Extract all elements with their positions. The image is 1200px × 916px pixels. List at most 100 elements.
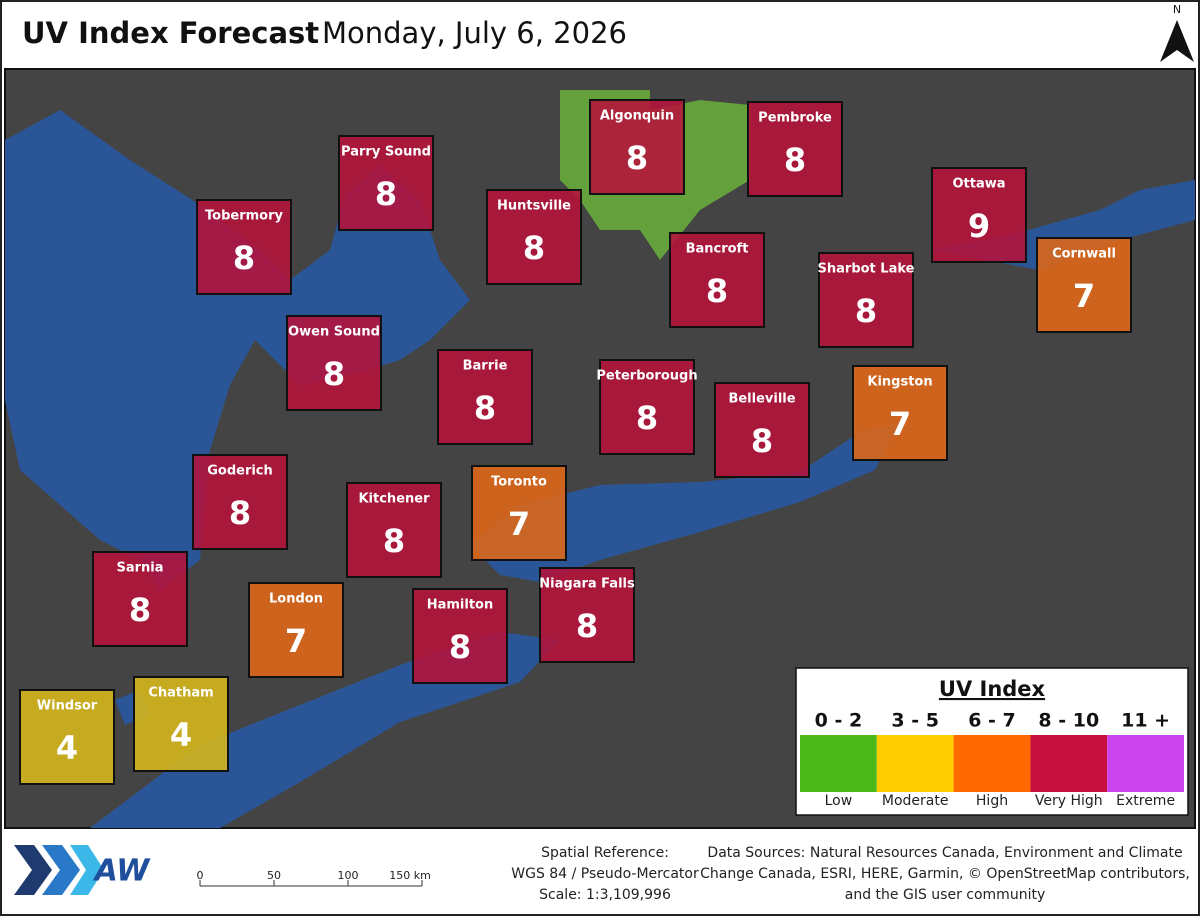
logo: AW	[14, 845, 151, 895]
spatial-reference: Scale: 1:3,109,996	[539, 887, 671, 903]
city-square	[248, 582, 344, 678]
uv-value: 8	[751, 422, 773, 460]
city-square	[338, 135, 434, 231]
legend-range: 0 - 2	[815, 710, 863, 732]
title: UV Index Forecast	[22, 16, 319, 50]
city-name: Parry Sound	[341, 145, 431, 160]
city-box: Goderich 8	[192, 454, 288, 550]
city-box: Belleville 8	[714, 382, 810, 478]
city-box: Kingston 7	[852, 365, 948, 461]
city-name: Kitchener	[358, 492, 430, 507]
logo-chevron	[70, 845, 104, 895]
date: Monday, July 6, 2026	[322, 16, 627, 50]
legend-label: Low	[825, 793, 853, 809]
city-name: Ottawa	[952, 177, 1005, 192]
north-label: N	[1173, 3, 1181, 16]
city-box: Sarnia 8	[92, 551, 188, 647]
legend-label: High	[976, 793, 1008, 809]
city-name: Huntsville	[497, 199, 571, 214]
city-name: Kingston	[867, 375, 932, 390]
city-name: Toronto	[491, 475, 547, 490]
city-square	[1036, 237, 1132, 333]
legend-swatch	[1030, 735, 1108, 792]
city-square	[19, 689, 115, 785]
legend-swatch	[1107, 735, 1184, 792]
data-sources: Data Sources: Natural Resources Canada, …	[707, 845, 1182, 861]
city-box: Bancroft 8	[669, 232, 765, 328]
city-name: Belleville	[728, 392, 795, 407]
uv-value: 7	[285, 622, 307, 660]
city-square	[92, 551, 188, 647]
uv-value: 8	[855, 292, 877, 330]
city-box: Windsor 4	[19, 689, 115, 785]
logo-text: AW	[93, 854, 152, 889]
city-name: Pembroke	[758, 111, 832, 126]
uv-value: 8	[375, 175, 397, 213]
legend-swatch	[953, 735, 1031, 792]
scale-label: 0	[197, 869, 204, 882]
legend-range: 3 - 5	[891, 710, 939, 732]
city-name: Bancroft	[686, 242, 749, 257]
uv-value: 8	[449, 628, 471, 666]
city-box: Niagara Falls 8	[539, 567, 635, 663]
city-square	[471, 465, 567, 561]
city-name: Sharbot Lake	[818, 262, 915, 277]
city-name: Barrie	[463, 359, 508, 374]
scale-label: 100	[338, 869, 359, 882]
city-square	[669, 232, 765, 328]
uv-value: 8	[383, 522, 405, 560]
uv-value: 4	[170, 716, 192, 754]
city-name: Niagara Falls	[539, 577, 635, 592]
legend-swatch	[876, 735, 954, 792]
city-box: Pembroke 8	[747, 101, 843, 197]
city-square	[346, 482, 442, 578]
city-square	[437, 349, 533, 445]
city-box: Peterborough 8	[596, 359, 698, 455]
legend-swatch	[800, 735, 877, 792]
uv-value: 8	[576, 607, 598, 645]
city-name: Chatham	[148, 686, 213, 701]
city-box: Chatham 4	[133, 676, 229, 772]
uv-value: 8	[784, 141, 806, 179]
city-box: Sharbot Lake 8	[818, 252, 915, 348]
city-name: Goderich	[207, 464, 273, 479]
city-box: Barrie 8	[437, 349, 533, 445]
legend-title: UV Index	[939, 677, 1046, 701]
city-square	[589, 99, 685, 195]
city-square	[196, 199, 292, 295]
city-square	[747, 101, 843, 197]
city-box: Parry Sound 8	[338, 135, 434, 231]
city-square	[931, 167, 1027, 263]
data-sources: Change Canada, ESRI, HERE, Garmin, © Ope…	[700, 866, 1190, 882]
city-box: Ottawa 9	[931, 167, 1027, 263]
city-square	[599, 359, 695, 455]
uv-value: 9	[968, 207, 990, 245]
uv-value: 8	[636, 399, 658, 437]
logo-chevron	[42, 845, 80, 895]
uv-value: 8	[523, 229, 545, 267]
uv-value: 7	[889, 405, 911, 443]
city-square	[133, 676, 229, 772]
city-square	[412, 588, 508, 684]
spatial-reference: Spatial Reference:	[541, 845, 669, 861]
city-box: Kitchener 8	[346, 482, 442, 578]
city-name: London	[269, 592, 323, 607]
city-box: Huntsville 8	[486, 189, 582, 285]
city-name: Cornwall	[1052, 247, 1116, 262]
legend: UV Index 0 - 2 Low 3 - 5 Moderate 6 - 7 High 8…	[795, 667, 1189, 816]
uv-value: 8	[229, 494, 251, 532]
scale-label: 50	[267, 869, 281, 882]
city-square	[192, 454, 288, 550]
uv-value: 7	[1073, 277, 1095, 315]
city-box: Toronto 7	[471, 465, 567, 561]
legend-range: 6 - 7	[968, 710, 1016, 732]
city-box: Cornwall 7	[1036, 237, 1132, 333]
city-square	[818, 252, 914, 348]
city-name: Windsor	[37, 699, 98, 714]
legend-label: Very High	[1035, 793, 1103, 809]
city-box: Hamilton 8	[412, 588, 508, 684]
city-name: Peterborough	[596, 369, 697, 384]
city-box: London 7	[248, 582, 344, 678]
